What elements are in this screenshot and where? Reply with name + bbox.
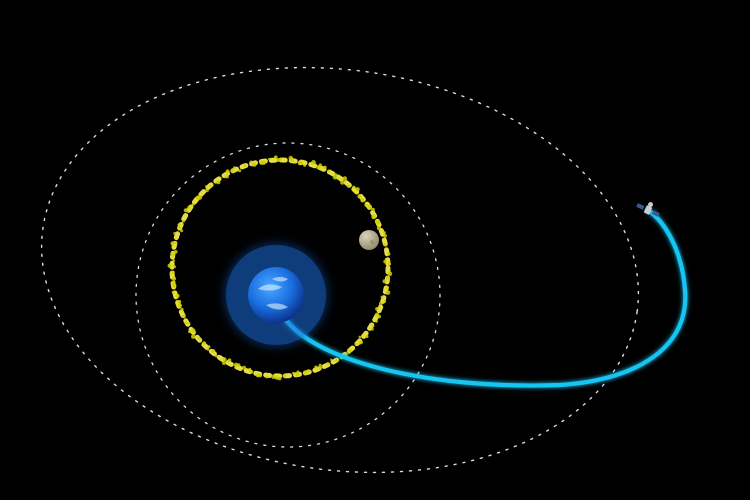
moon — [359, 230, 379, 250]
moon-crater — [370, 240, 374, 244]
background — [0, 0, 750, 500]
earth — [248, 267, 304, 323]
